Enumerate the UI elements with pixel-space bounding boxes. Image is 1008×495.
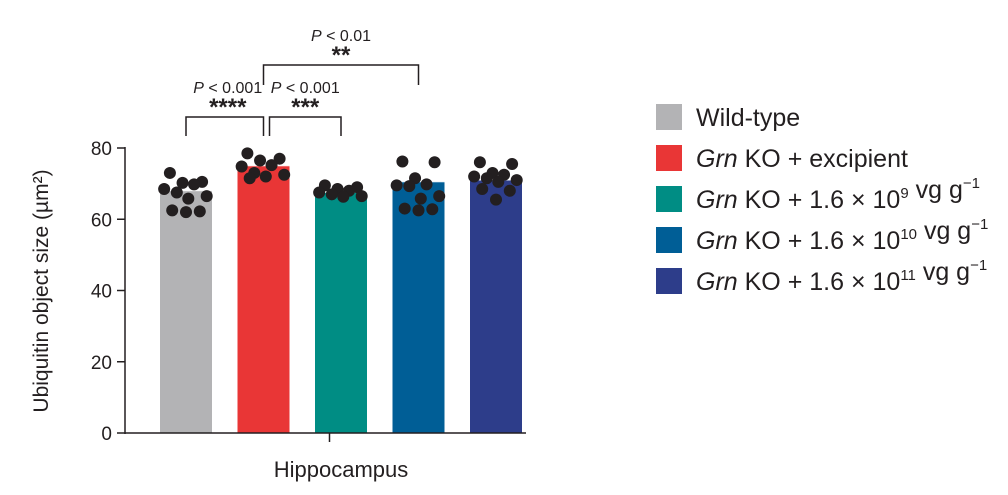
data-point (193, 205, 206, 218)
data-point (278, 168, 291, 181)
data-point (158, 182, 171, 195)
data-point (313, 186, 326, 199)
legend-label: Grn KO + 1.6 × 1010 vg g−1 (696, 216, 988, 255)
data-point (473, 156, 486, 169)
data-point (180, 206, 192, 219)
y-tick-label: 20 (91, 353, 112, 374)
significance-bracket (268, 116, 342, 136)
data-point (396, 155, 409, 168)
significance-stars: ** (332, 42, 351, 69)
significance-bracket (185, 116, 265, 136)
legend-label: Grn KO + 1.6 × 109 vg g−1 (696, 175, 980, 214)
data-point (506, 158, 519, 171)
bar (392, 181, 445, 433)
data-point (433, 190, 446, 203)
data-point (325, 188, 338, 201)
bar (160, 190, 212, 433)
y-axis-title: Ubiquitin object size (µm²) (30, 169, 53, 412)
y-tick-label: 80 (91, 139, 112, 160)
data-point (476, 182, 489, 195)
data-point (414, 192, 427, 205)
y-tick-label: 60 (91, 210, 112, 231)
data-point (355, 190, 368, 203)
data-point (390, 179, 403, 192)
bar (470, 180, 522, 433)
data-point (254, 154, 267, 167)
y-tick-label: 0 (101, 424, 112, 445)
legend-swatch (656, 268, 682, 294)
data-point (420, 178, 433, 191)
bars (160, 165, 522, 433)
data-point (398, 202, 411, 215)
significance-brackets: ****P < 0.001***P < 0.001**P < 0.01 (185, 28, 420, 136)
legend-label: Grn KO + excipient (696, 145, 908, 173)
legend-swatch (656, 104, 682, 130)
significance-stars: *** (291, 94, 320, 121)
data-point (200, 190, 213, 203)
legend-swatch (656, 227, 682, 253)
data-point (428, 156, 441, 169)
p-value-label: P < 0.001 (193, 80, 262, 97)
data-points (158, 147, 523, 219)
legend-label: Grn KO + 1.6 × 1011 vg g−1 (696, 257, 987, 296)
data-point (273, 152, 286, 165)
data-point (259, 170, 272, 183)
data-point (170, 186, 183, 199)
p-value-label: P < 0.01 (311, 28, 371, 45)
y-axis: 0 20 40 60 80 (91, 139, 126, 445)
data-point (490, 193, 502, 206)
data-point (188, 178, 201, 191)
data-point (241, 147, 254, 160)
data-point (403, 180, 416, 193)
significance-bracket (262, 64, 420, 85)
data-point (503, 184, 516, 197)
data-point (265, 159, 278, 172)
data-point (163, 166, 176, 179)
data-point (426, 203, 439, 216)
data-point (182, 192, 195, 205)
legend-swatch (656, 145, 682, 171)
data-point (492, 175, 505, 188)
x-axis (125, 432, 526, 442)
data-point (337, 190, 350, 203)
bar (237, 165, 290, 433)
data-point (243, 172, 256, 185)
bar (315, 192, 367, 433)
legend-label: Wild-type (696, 104, 800, 132)
legend-swatch (656, 186, 682, 212)
data-point (166, 204, 179, 217)
data-point (176, 176, 189, 189)
data-point (510, 174, 523, 187)
y-tick-label: 40 (91, 282, 112, 303)
significance-stars: **** (209, 94, 247, 121)
data-point (235, 160, 248, 173)
x-axis-title: Hippocampus (274, 457, 409, 482)
data-point (412, 204, 425, 217)
data-point (468, 170, 481, 183)
data-point (480, 172, 493, 185)
p-value-label: P < 0.001 (271, 80, 340, 97)
